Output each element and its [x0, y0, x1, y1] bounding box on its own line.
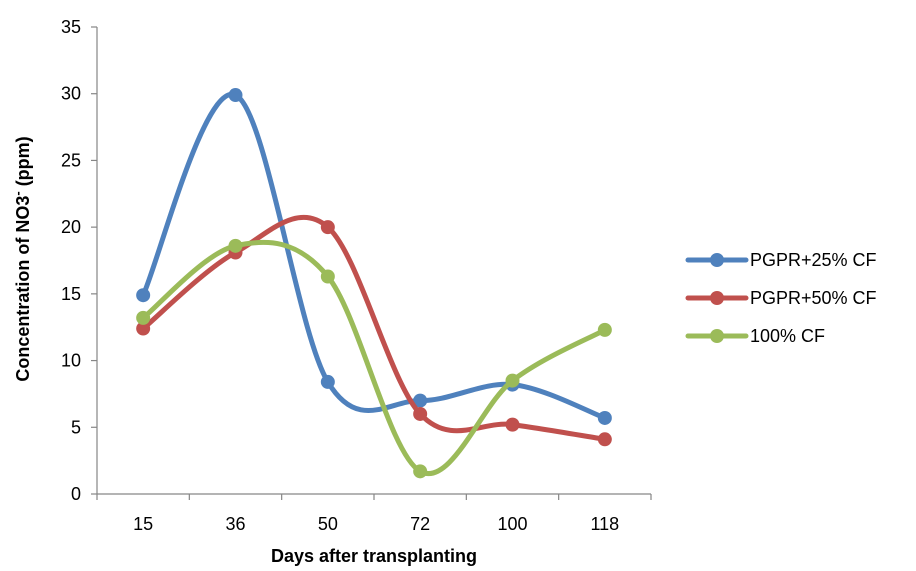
- legend-swatch-marker: [710, 329, 724, 343]
- data-point: [597, 432, 612, 447]
- y-ticks: 0 5 10 15 20 25 30 35: [61, 17, 97, 504]
- series-layer: [136, 88, 612, 479]
- x-ticks: 15 36 50 72 100 118: [96, 494, 652, 534]
- legend-swatch-marker: [710, 291, 724, 305]
- y-tick-label: 25: [61, 150, 81, 170]
- y-axis: 0 5 10 15 20 25 30 35: [61, 17, 98, 504]
- data-point: [505, 417, 520, 432]
- series-line: [140, 214, 608, 442]
- x-axis: 15 36 50 72 100 118: [96, 493, 652, 534]
- data-point: [136, 288, 151, 303]
- legend-item: PGPR+25% CF: [685, 250, 877, 270]
- data-point: [136, 321, 151, 336]
- y-tick-label: 0: [71, 484, 81, 504]
- y-tick-label: 35: [61, 17, 81, 37]
- y-axis-title-main: Concentration of NO3: [13, 196, 33, 382]
- data-point: [320, 374, 335, 389]
- legend: PGPR+25% CF PGPR+50% CF 100% CF: [685, 250, 877, 346]
- y-tick-label: 10: [61, 351, 81, 371]
- data-point: [320, 269, 335, 284]
- series-line: [140, 239, 608, 477]
- data-point: [320, 220, 335, 235]
- legend-item: PGPR+50% CF: [685, 288, 877, 308]
- legend-label: PGPR+25% CF: [750, 250, 877, 270]
- data-point: [413, 393, 428, 408]
- y-tick-label: 30: [61, 84, 81, 104]
- legend-swatch-marker: [710, 253, 724, 267]
- x-tick-label: 72: [410, 514, 430, 534]
- legend-label: PGPR+50% CF: [750, 288, 877, 308]
- series-2: [136, 214, 612, 447]
- y-axis-title-superscript: -: [10, 191, 25, 195]
- y-axis-title-units: (ppm): [13, 136, 33, 191]
- legend-label: 100% CF: [750, 326, 825, 346]
- data-point: [413, 464, 428, 479]
- x-tick-label: 15: [133, 514, 153, 534]
- x-axis-title: Days after transplanting: [271, 546, 477, 566]
- data-point: [597, 322, 612, 337]
- series-3: [136, 238, 612, 479]
- y-tick-label: 15: [61, 284, 81, 304]
- x-tick-label: 50: [318, 514, 338, 534]
- data-point: [136, 310, 151, 325]
- data-point: [228, 88, 243, 103]
- x-tick-label: 118: [590, 514, 619, 534]
- y-tick-label: 20: [61, 217, 81, 237]
- data-point: [413, 406, 428, 421]
- legend-item: 100% CF: [685, 326, 825, 346]
- x-tick-label: 100: [497, 514, 527, 534]
- data-point: [228, 238, 243, 253]
- y-axis-title: Concentration of NO3- (ppm): [10, 136, 33, 381]
- data-point: [505, 373, 520, 388]
- y-tick-label: 5: [71, 417, 81, 437]
- x-tick-label: 36: [225, 514, 245, 534]
- data-point: [597, 410, 612, 425]
